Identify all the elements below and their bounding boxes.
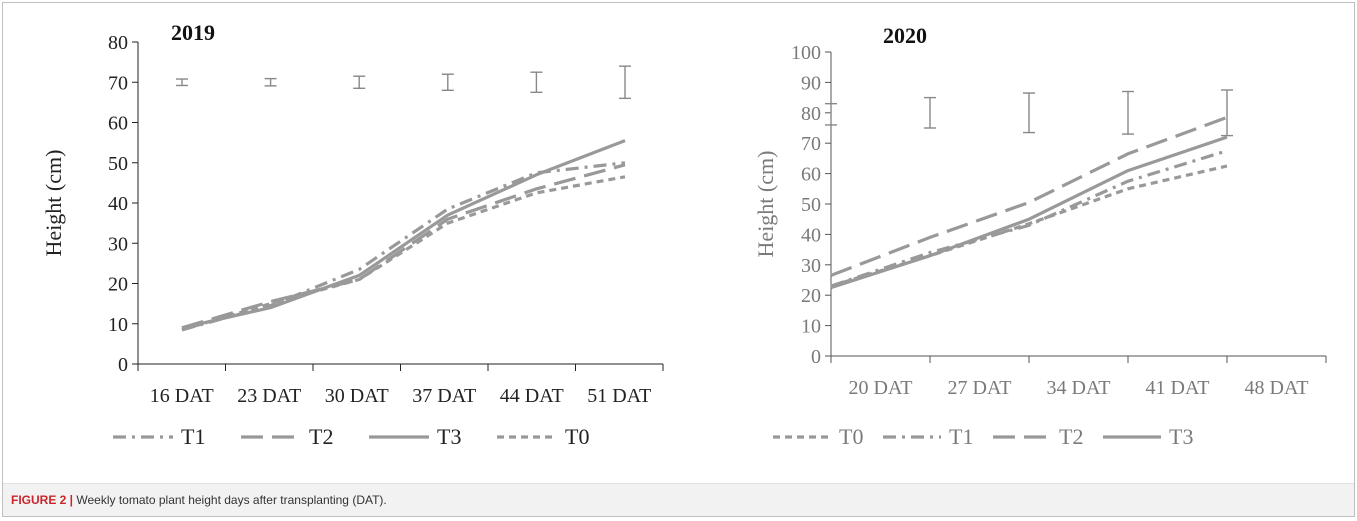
legend-label-t3: T3	[437, 424, 461, 449]
x-tick-label: 41 DAT	[1146, 377, 1210, 399]
y-tick-label: 70	[801, 133, 821, 155]
y-tick-label: 0	[118, 354, 128, 376]
x-tick-label: 30 DAT	[325, 385, 389, 407]
y-tick-label: 90	[801, 72, 821, 94]
series-line-t1	[830, 149, 1228, 288]
chart-1: 0 10 20 30 40 50 60 70 80 90 100 20 DAT 27 DAT 34 DAT…	[753, 23, 1327, 449]
series-line-t3	[830, 135, 1228, 290]
y-tick-label: 60	[108, 113, 128, 135]
x-tick-label: 44 DAT	[500, 385, 564, 407]
y-tick-label: 80	[801, 103, 821, 125]
y-tick-label: 10	[801, 316, 821, 338]
y-tick-label: 60	[801, 164, 821, 186]
legend-label-t2: T2	[1059, 424, 1083, 449]
chart-title: 2020	[883, 23, 927, 48]
legend-label-t0: T0	[565, 424, 589, 449]
legend-label-t1: T1	[949, 424, 973, 449]
y-tick-label: 10	[108, 314, 128, 336]
y-tick-label: 40	[108, 193, 128, 215]
legend-label-t3: T3	[1169, 424, 1193, 449]
y-tick-label: 30	[108, 233, 128, 255]
series-line-t0	[181, 175, 626, 332]
y-tick-label: 30	[801, 255, 821, 277]
caption-label: FIGURE 2 |	[11, 493, 74, 507]
y-tick-label: 20	[801, 285, 821, 307]
caption-text: Weekly tomato plant height days after tr…	[73, 493, 387, 507]
x-tick-label: 23 DAT	[237, 385, 301, 407]
series-line-t2	[181, 163, 626, 330]
charts-canvas: 0 10 20 30 40 50 60 70 80 16 DAT 23 DAT 30 DAT 37 DA…	[41, 20, 1327, 449]
y-tick-label: 0	[811, 346, 821, 368]
legend-label-t0: T0	[839, 424, 863, 449]
y-tick-label: 80	[108, 32, 128, 54]
figure-caption: FIGURE 2 | Weekly tomato plant height da…	[3, 483, 1354, 516]
x-tick-label: 51 DAT	[587, 385, 651, 407]
series-line-t2	[830, 115, 1228, 277]
y-tick-label: 70	[108, 72, 128, 94]
chart-title: 2019	[171, 20, 215, 45]
x-tick-label: 20 DAT	[849, 377, 913, 399]
x-tick-label: 48 DAT	[1245, 377, 1309, 399]
y-tick-label: 50	[801, 194, 821, 216]
y-tick-label: 20	[108, 274, 128, 296]
legend-label-t2: T2	[309, 424, 333, 449]
y-axis-label: Height (cm)	[753, 151, 778, 258]
y-tick-label: 100	[791, 42, 821, 64]
y-axis-label: Height (cm)	[41, 150, 66, 257]
x-tick-label: 34 DAT	[1047, 377, 1111, 399]
legend-label-t1: T1	[181, 424, 205, 449]
series-line-t3	[181, 139, 626, 330]
x-tick-label: 16 DAT	[150, 385, 214, 407]
chart-0: 0 10 20 30 40 50 60 70 80 16 DAT 23 DAT 30 DAT 37 DA…	[41, 20, 664, 449]
x-tick-label: 37 DAT	[412, 385, 476, 407]
y-tick-label: 40	[801, 224, 821, 246]
x-tick-label: 27 DAT	[948, 377, 1012, 399]
y-tick-label: 50	[108, 153, 128, 175]
